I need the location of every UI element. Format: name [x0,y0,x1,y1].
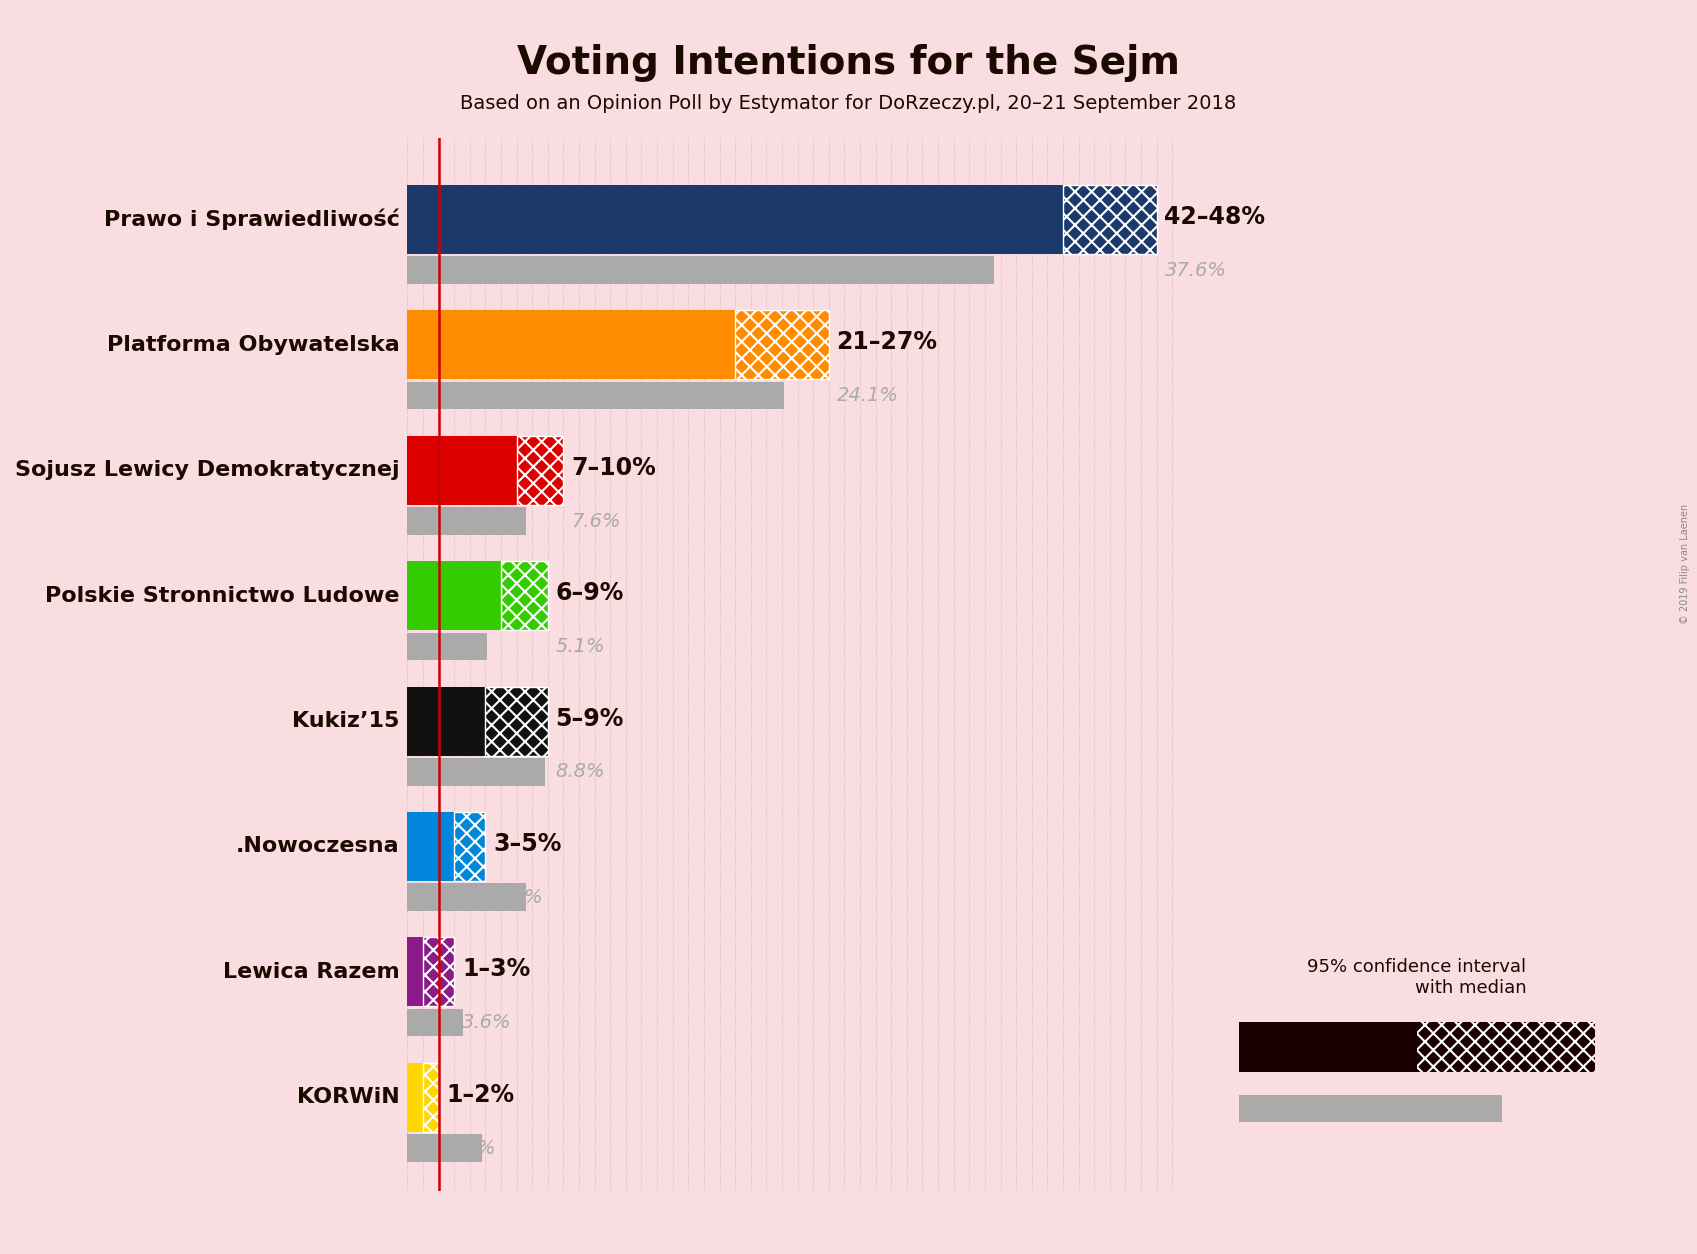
Text: 7.6%: 7.6% [572,512,621,530]
Bar [423,938,455,1006]
Text: 3–5%: 3–5% [494,831,562,856]
Bar [407,813,455,880]
Bar [407,687,485,755]
Text: 42–48%: 42–48% [1164,204,1266,229]
Bar [501,562,548,630]
Text: Kukiz’15: Kukiz’15 [292,711,399,731]
Text: Prawo i Sprawiedliwość: Prawo i Sprawiedliwość [104,208,399,231]
Text: Lewica Razem: Lewica Razem [222,962,399,982]
Bar [407,186,1062,255]
Bar [1062,186,1157,255]
Text: Based on an Opinion Poll by Estymator for DoRzeczy.pl, 20–21 September 2018: Based on an Opinion Poll by Estymator fo… [460,94,1237,113]
Text: 8.8%: 8.8% [555,762,606,781]
Text: 95% confidence interval
with median: 95% confidence interval with median [1307,958,1527,997]
Bar [1239,1022,1417,1072]
Bar [407,562,501,630]
Bar [407,757,545,785]
Bar [407,632,487,660]
Text: 1–2%: 1–2% [446,1082,514,1107]
Bar [407,1008,463,1036]
Text: 7.6%: 7.6% [494,888,543,907]
Text: 21–27%: 21–27% [837,330,938,355]
Text: Platforma Obywatelska: Platforma Obywatelska [107,335,399,355]
Text: .Nowoczesna: .Nowoczesna [236,836,399,856]
Bar [407,938,423,1006]
Bar [407,436,516,505]
Text: Last result: Last result [1369,1100,1465,1117]
Text: KORWiN: KORWiN [297,1087,399,1107]
Text: © 2019 Filip van Laenen: © 2019 Filip van Laenen [1680,504,1690,624]
Bar [407,1062,423,1131]
Text: 5.1%: 5.1% [555,637,606,656]
Text: Polskie Stronnictwo Ludowe: Polskie Stronnictwo Ludowe [46,586,399,606]
Text: 3.6%: 3.6% [462,1013,511,1032]
Bar [485,687,548,755]
Bar [407,311,735,380]
Text: Voting Intentions for the Sejm: Voting Intentions for the Sejm [518,44,1179,82]
Bar [423,1062,438,1131]
Bar [407,1134,482,1161]
Text: 7–10%: 7–10% [572,455,657,480]
Bar [407,508,526,535]
Bar [735,311,828,380]
Bar [1417,1022,1595,1072]
Text: 5–9%: 5–9% [555,706,624,731]
Bar [455,813,485,880]
Text: 6–9%: 6–9% [555,581,624,606]
Bar [407,382,784,410]
Bar [516,436,563,505]
Text: Sojusz Lewicy Demokratycznej: Sojusz Lewicy Demokratycznej [15,460,399,480]
Text: 37.6%: 37.6% [1164,261,1227,280]
Bar [407,884,526,910]
Bar [407,257,994,285]
Text: 4.8%: 4.8% [446,1139,496,1157]
Text: 24.1%: 24.1% [837,386,898,405]
Text: 1–3%: 1–3% [462,957,529,982]
